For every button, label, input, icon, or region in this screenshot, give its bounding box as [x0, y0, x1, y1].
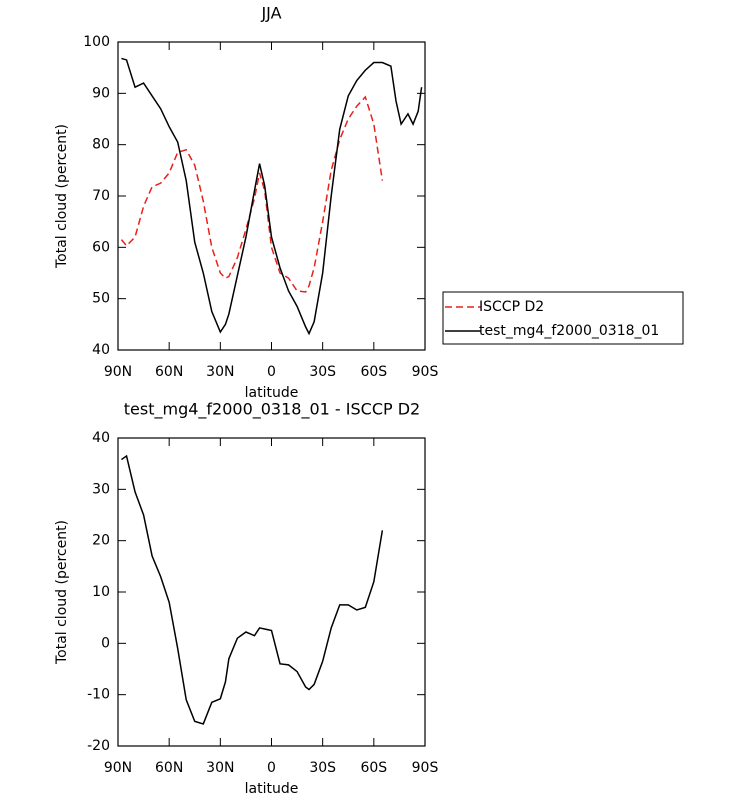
y-tick-label: 100	[83, 34, 110, 50]
y-tick-label: -10	[87, 687, 110, 703]
x-tick-label: 60N	[155, 364, 183, 380]
y-tick-label: 0	[101, 635, 110, 651]
x-tick-label: 90N	[104, 760, 132, 776]
legend-box	[442, 291, 684, 345]
x-tick-label: 60S	[360, 364, 387, 380]
chart-title: JJA	[260, 4, 281, 23]
x-axis-label: latitude	[245, 385, 299, 401]
y-tick-label: 60	[92, 239, 110, 255]
chart-title: test_mg4_f2000_0318_01 - ISCCP D2	[124, 400, 420, 420]
y-tick-label: 30	[92, 481, 110, 497]
plot-frame	[117, 41, 426, 351]
x-tick-label: 90N	[104, 364, 132, 380]
y-axis-label: Total cloud (percent)	[54, 124, 70, 269]
x-tick-label: 0	[267, 760, 276, 776]
data-line	[121, 57, 423, 336]
x-tick-label: 90S	[412, 760, 439, 776]
y-tick-label: 40	[92, 342, 110, 358]
x-tick-label: 60S	[360, 760, 387, 776]
y-tick-label: 40	[92, 430, 110, 446]
y-tick-label: -20	[87, 738, 110, 754]
y-tick-label: 80	[92, 137, 110, 153]
y-tick-label: 20	[92, 533, 110, 549]
plot-frame	[117, 437, 426, 747]
legend-label: ISCCP D2	[479, 299, 544, 315]
y-tick-label: 50	[92, 291, 110, 307]
x-tick-label: 90S	[412, 364, 439, 380]
x-tick-label: 30S	[309, 364, 336, 380]
x-tick-label: 60N	[155, 760, 183, 776]
data-line	[120, 454, 384, 725]
legend-label: test_mg4_f2000_0318_01	[479, 323, 659, 339]
x-tick-label: 0	[267, 364, 276, 380]
y-tick-label: 90	[92, 85, 110, 101]
x-tick-label: 30N	[206, 760, 234, 776]
x-tick-label: 30S	[309, 760, 336, 776]
x-axis-label: latitude	[245, 781, 299, 797]
x-tick-label: 30N	[206, 364, 234, 380]
data-line	[120, 95, 384, 293]
y-tick-label: 70	[92, 188, 110, 204]
y-tick-label: 10	[92, 584, 110, 600]
y-axis-label: Total cloud (percent)	[54, 520, 70, 665]
